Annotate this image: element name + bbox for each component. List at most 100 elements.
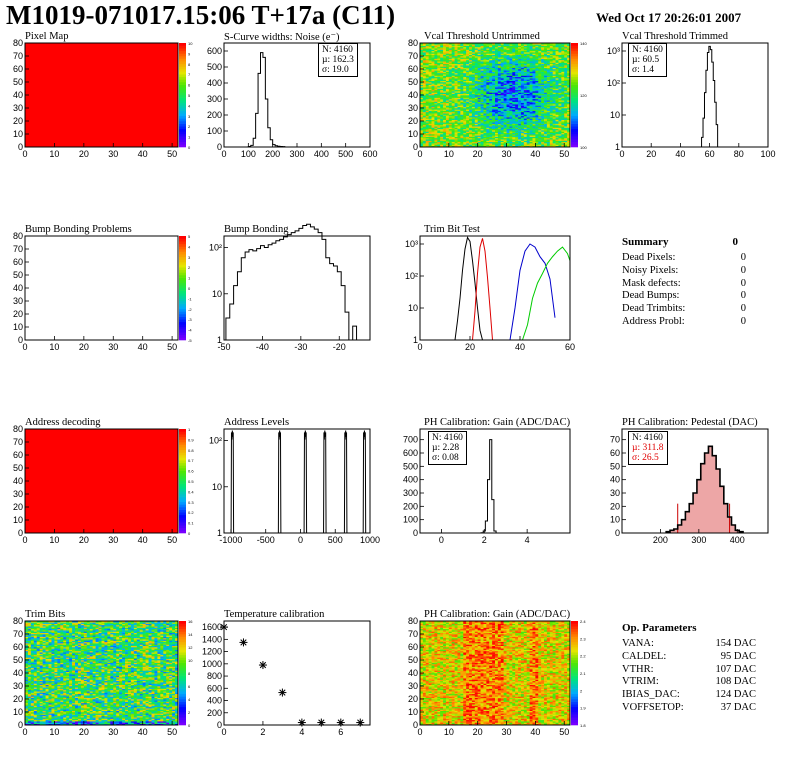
chart-ph-gain-map-ytick-label: 20 (408, 694, 418, 704)
chart-trim-bits-ytick-label: 20 (13, 694, 23, 704)
chart-address-decoding-ytick-label: 50 (13, 463, 23, 473)
chart-vcal-untrimmed-palette: 100 120 140 (571, 41, 587, 150)
chart-bump-problems-palette-label: -5 (188, 338, 192, 343)
chart-vcal-untrimmed-frame (419, 42, 571, 148)
summary-title: Summary (622, 236, 669, 248)
chart-temp-calibration-point (317, 718, 326, 727)
chart-bump-problems-ytick-label: 70 (13, 244, 23, 254)
chart-vcal-untrimmed-palette-label: 100 (580, 145, 587, 150)
chart-trim-bit-test-ytick-label: 1 (413, 335, 418, 345)
chart-trim-bit-test-ytick-label: 10² (405, 271, 418, 281)
op-parameter-row: CALDEL: 95 DAC (622, 651, 756, 664)
chart-pixel-map-palette: 0 1 2 3 4 5 6 7 8 9 10 (179, 41, 193, 150)
chart-trim-bits-xtick-label: 30 (108, 727, 118, 737)
summary-row: Dead Pixels: 0 (622, 252, 746, 265)
chart-vcal-trimmed-stat: σ: 1.4 (632, 65, 655, 75)
chart-noise-ytick-label: 100 (207, 126, 222, 136)
summary-row: Noisy Pixels: 0 (622, 265, 746, 278)
summary-label: Dead Pixels: (622, 252, 676, 263)
op-parameter-label: VOFFSETOP: (622, 701, 684, 713)
chart-trim-bits-ytick-label: 50 (13, 655, 23, 665)
chart-vcal-untrimmed-axes: 0 10 20 30 40 50 0 10 20 30 40 50 60 70 80 (408, 38, 569, 159)
chart-ph-gain-map-ytick-label: 40 (408, 668, 418, 678)
chart-address-decoding-palette-label: 0.2 (188, 510, 194, 515)
chart-vcal-trimmed-ytick-label: 10² (607, 78, 620, 88)
chart-ph-pedestal-xtick-label: 300 (691, 535, 706, 545)
chart-pixel-map-ytick-label: 0 (18, 142, 23, 152)
chart-vcal-untrimmed-ytick-label: 10 (408, 129, 418, 139)
chart-trim-bits-title: Trim Bits (25, 609, 66, 620)
summary-rows: Dead Pixels: 0 Noisy Pixels: 0 Mask defects:… (622, 252, 746, 329)
chart-pixel-map-plot (25, 43, 178, 147)
chart-noise-xtick-label: 600 (362, 149, 377, 159)
chart-address-levels-axes: -1000 -500 0 500 1000 1 10 10² (209, 436, 380, 545)
chart-noise-ytick-label: 0 (217, 142, 222, 152)
chart-trim-bit-test-plot (454, 236, 571, 341)
chart-bump-problems-frame (24, 235, 179, 341)
chart-bump-bonding-ytick-label: 1 (217, 335, 222, 345)
chart-ph-gain-ytick-label: 600 (403, 448, 418, 458)
chart-address-decoding-axes: 0 10 20 30 40 50 0 10 20 30 40 50 60 70 80 (13, 424, 177, 545)
chart-trim-bits-palette-label: 8 (188, 671, 191, 676)
chart-address-decoding-ytick-label: 80 (13, 424, 23, 434)
chart-vcal-untrimmed-ytick-label: 70 (408, 51, 418, 61)
chart-noise-xtick-label: 300 (289, 149, 304, 159)
op-parameters-rows: VANA: 154 DAC CALDEL: 95 DAC VTHR: 107 DAC VTR… (622, 638, 756, 715)
chart-pixel-map-ytick-label: 70 (13, 51, 23, 61)
chart-temp-calibration-plot (220, 623, 365, 727)
chart-temp-calibration-point (278, 688, 287, 697)
chart-ph-gain-ytick-label: 200 (403, 501, 418, 511)
chart-ph-gain-title: PH Calibration: Gain (ADC/DAC) (424, 417, 571, 428)
chart-pixel-map-palette-label: 4 (188, 103, 191, 108)
op-parameter-value: 37 DAC (720, 701, 756, 713)
chart-noise-xtick-label: 0 (221, 149, 226, 159)
summary-value: 0 (740, 303, 746, 315)
chart-address-levels-peak (303, 430, 308, 534)
op-parameter-row: VTRIM: 108 DAC (622, 676, 756, 689)
chart-ph-gain-xtick-label: 0 (439, 535, 444, 545)
chart-ph-pedestal-ytick-label: 50 (610, 461, 620, 471)
summary-row: Dead Trimbits: 0 (622, 303, 746, 316)
chart-ph-gain-xtick-label: 2 (482, 535, 487, 545)
chart-bump-bonding-title: Bump Bonding (224, 224, 289, 235)
chart-vcal-trimmed-stat: N: 4160 (632, 45, 663, 55)
chart-bump-problems-xtick-label: 0 (22, 342, 27, 352)
chart-temp-calibration-xtick-label: 0 (221, 727, 226, 737)
chart-address-decoding-xtick-label: 0 (22, 535, 27, 545)
chart-bump-problems-ytick-label: 40 (13, 283, 23, 293)
chart-ph-gain-stat: σ: 0.08 (432, 453, 459, 463)
chart-vcal-untrimmed-ytick-label: 40 (408, 90, 418, 100)
chart-pixel-map-xtick-label: 0 (22, 149, 27, 159)
chart-pixel-map-title: Pixel Map (25, 31, 69, 42)
chart-address-levels-plot (230, 430, 367, 534)
chart-noise-histogram (247, 52, 286, 148)
chart-address-decoding-frame (24, 428, 179, 534)
chart-address-decoding-palette-label: 0.1 (188, 521, 194, 526)
chart-address-decoding-palette-label: 0 (188, 531, 191, 536)
chart-trim-bit-test-ytick-label: 10 (408, 303, 418, 313)
chart-ph-pedestal-stat: σ: 26.5 (632, 453, 659, 463)
chart-ph-gain-map-xtick-label: 20 (473, 727, 483, 737)
chart-vcal-untrimmed-xtick-label: 10 (444, 149, 454, 159)
chart-vcal-trimmed-stats-box: N: 4160 µ: 60.5 σ: 1.4 (628, 43, 667, 77)
chart-trim-bit-test-xtick-label: 60 (565, 342, 575, 352)
chart-ph-pedestal-ytick-label: 0 (615, 528, 620, 538)
chart-address-decoding-ytick-label: 60 (13, 450, 23, 460)
chart-pixel-map-ytick-label: 50 (13, 77, 23, 87)
chart-trim-bits-xtick-label: 20 (79, 727, 89, 737)
chart-ph-gain-map-title: PH Calibration: Gain (ADC/DAC) (424, 609, 571, 620)
chart-vcal-untrimmed-xtick-label: 50 (559, 149, 569, 159)
chart-noise-xtick-label: 400 (314, 149, 329, 159)
chart-trim-bits-palette-label: 16 (188, 619, 193, 624)
chart-pixel-map-ytick-label: 10 (13, 129, 23, 139)
chart-trim-bit-test-axes: 0 20 40 60 1 10 10² 10³ (405, 239, 575, 352)
chart-ph-gain-map-palette: 1.8 1.9 2 2.1 2.2 2.3 2.4 (571, 619, 586, 728)
chart-temp-calibration-ytick-label: 600 (207, 683, 222, 693)
op-parameter-row: VOFFSETOP: 37 DAC (622, 702, 756, 715)
summary-header: Summary 0 (622, 236, 746, 252)
chart-ph-gain-map-axes: 0 10 20 30 40 50 0 10 20 30 40 50 60 70 80 (408, 616, 569, 737)
chart-ph-gain-map-ytick-label: 0 (413, 720, 418, 730)
chart-ph-gain-ytick-label: 700 (403, 435, 418, 445)
chart-bump-problems-palette-label: -1 (188, 296, 192, 301)
chart-trim-bits-ytick-label: 40 (13, 668, 23, 678)
